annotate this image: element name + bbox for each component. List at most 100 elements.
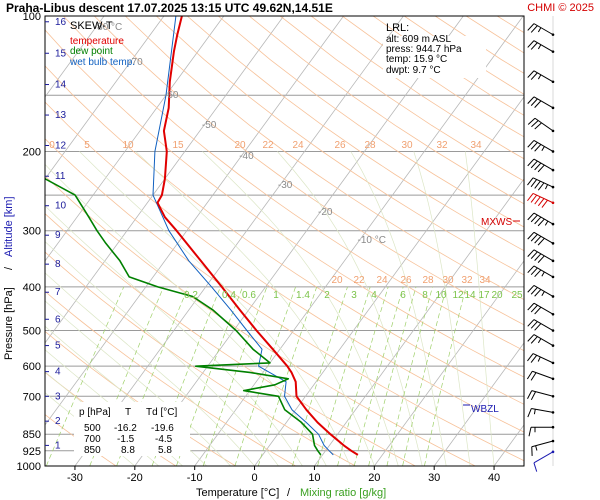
barb-flag xyxy=(534,162,542,171)
barb-flag xyxy=(527,249,535,257)
lrl-pressure: press: 944.7 hPa xyxy=(386,44,462,55)
x-axis-label: Temperature [°C] xyxy=(196,487,279,499)
mixing-ratio-line xyxy=(424,286,467,466)
x-tick-label: -20 xyxy=(127,472,143,484)
barb-flag xyxy=(534,253,542,261)
dry-adiabat-line xyxy=(217,16,524,228)
isotherm-line xyxy=(74,16,404,466)
pressure-tick-label: 400 xyxy=(23,282,41,294)
dry-adiabat-label: 24 xyxy=(292,140,304,151)
x-tick-label: -30 xyxy=(67,472,83,484)
barb-flag xyxy=(537,218,545,227)
isotherm-line xyxy=(134,16,464,466)
barb-flag xyxy=(530,336,538,344)
barb-flag xyxy=(537,237,545,246)
barb-flag xyxy=(533,462,538,472)
altitude-tick-label: 15 xyxy=(55,48,67,59)
wind-barb xyxy=(527,23,555,36)
dry-adiabat-line xyxy=(63,16,524,352)
altitude-tick-label: 11 xyxy=(55,171,66,182)
barb-flag xyxy=(527,23,535,31)
barb-flag xyxy=(530,42,538,50)
barb-flag xyxy=(534,180,541,189)
barb-flag xyxy=(530,251,538,259)
dry-adiabat-label: 30 xyxy=(401,140,413,151)
dry-adiabat-label: 34 xyxy=(470,140,482,151)
barb-dot xyxy=(551,329,555,332)
barb-flag xyxy=(527,96,535,104)
table-row-t: -16.2 xyxy=(114,423,137,434)
dry-adiabat-line xyxy=(45,29,524,378)
dew-point-line xyxy=(45,177,322,456)
barb-half-flag xyxy=(537,44,542,50)
mixing-ratio-label: 0.6 xyxy=(242,290,256,301)
barb-flag xyxy=(534,289,542,297)
dry-adiabat-line xyxy=(94,16,524,326)
moist-adiabat-line xyxy=(45,205,303,466)
altitude-tick-label: 13 xyxy=(55,110,67,121)
barb-dot xyxy=(551,312,555,316)
barb-flag xyxy=(527,390,533,400)
dry-adiabat-label: 20 xyxy=(331,275,343,286)
barb-flag xyxy=(534,216,542,225)
barb-flag xyxy=(527,177,534,186)
table-row-t: -1.5 xyxy=(117,434,135,445)
barb-flag xyxy=(530,321,538,329)
wet-bulb-line xyxy=(152,16,334,456)
altitude-tick-label: 4 xyxy=(55,367,61,378)
moist-adiabat-line xyxy=(79,151,351,466)
plot-frame xyxy=(44,15,525,467)
table-row-p: 850 xyxy=(84,445,101,456)
moist-adiabat-line xyxy=(350,151,447,466)
barb-flag xyxy=(530,233,538,242)
table-header-t: T xyxy=(125,407,131,418)
barb-flag xyxy=(527,40,535,48)
x-tick-label: -10 xyxy=(187,472,203,484)
pressure-tick-label: 1000 xyxy=(17,461,41,473)
dry-adiabat-label: 0 xyxy=(49,140,55,151)
wind-barb xyxy=(527,70,555,84)
mixing-ratio-line xyxy=(116,286,189,466)
dry-adiabat-label: 28 xyxy=(364,140,376,151)
isotherm-line xyxy=(45,16,105,98)
isotherm-line xyxy=(254,96,524,466)
wind-barb xyxy=(527,353,555,365)
pressure-tick-label: 300 xyxy=(23,226,41,238)
dry-adiabat-line xyxy=(248,16,524,205)
barb-dot xyxy=(551,185,555,189)
barb-dot xyxy=(551,129,555,133)
mixing-ratio-label: 0.2 xyxy=(184,290,198,301)
pressure-tick-label: 850 xyxy=(23,429,41,441)
altitude-tick-label: 10 xyxy=(55,201,67,212)
barb-flag xyxy=(530,179,538,188)
wind-barb xyxy=(527,117,555,133)
moist-adiabat-line xyxy=(45,241,279,466)
legend-item-wet-bulb: wet bulb temp. xyxy=(69,57,135,68)
dry-adiabat-label: 34 xyxy=(479,275,491,286)
mixing-ratio-line xyxy=(202,286,268,466)
wind-barb xyxy=(527,319,555,332)
table-row-td: 5.8 xyxy=(158,445,172,456)
mixing-ratio-line xyxy=(257,286,318,466)
mixing-ratio-line xyxy=(337,286,389,466)
table-header-td: Td [°C] xyxy=(146,407,177,418)
barb-dot xyxy=(551,242,555,245)
mixing-ratio-label: 14 xyxy=(464,290,476,301)
mixing-ratio-line xyxy=(402,286,447,466)
barb-flag xyxy=(534,323,542,331)
barb-flag xyxy=(530,25,538,33)
x-axis-separator: / xyxy=(287,487,291,499)
isotherm-line xyxy=(45,16,165,180)
wind-barb xyxy=(527,231,555,246)
barb-dot xyxy=(551,361,555,365)
altitude-tick-label: 1 xyxy=(55,440,61,451)
table-row-td: -4.5 xyxy=(155,434,173,445)
barb-dot xyxy=(551,50,555,53)
barb-flag xyxy=(534,196,541,205)
mixing-ratio-label: 1.4 xyxy=(296,290,310,301)
moist-adiabat-line xyxy=(45,300,231,466)
altitude-tick-label: 14 xyxy=(55,80,67,91)
barb-dot xyxy=(551,411,555,414)
credit-label: CHMI © 2025 xyxy=(527,2,594,14)
isotherm-line xyxy=(373,260,524,466)
